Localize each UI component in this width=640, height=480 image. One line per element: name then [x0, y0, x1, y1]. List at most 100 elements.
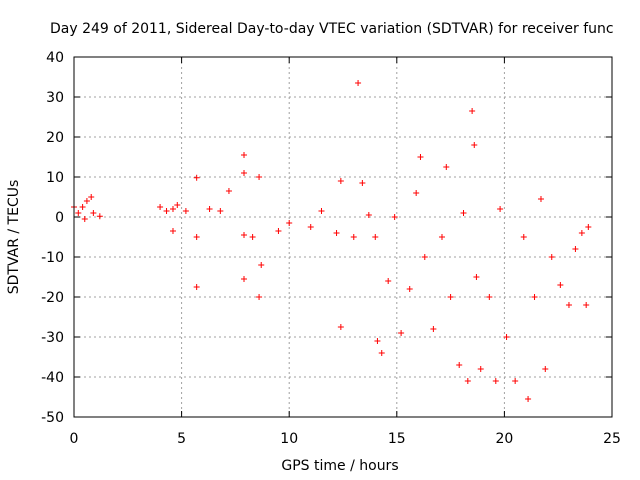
data-point	[460, 210, 467, 216]
data-point	[241, 170, 248, 176]
data-point	[193, 284, 200, 290]
x-tick-label: 5	[177, 431, 186, 447]
y-tick-label: -30	[41, 330, 64, 346]
data-point	[275, 228, 282, 234]
data-point	[258, 262, 265, 268]
data-point	[307, 224, 314, 230]
data-point	[157, 204, 164, 210]
y-tick-label: 40	[46, 50, 64, 66]
y-tick-label: 0	[55, 210, 64, 226]
x-tick-label: 10	[280, 431, 298, 447]
gridlines	[74, 57, 612, 417]
data-point	[365, 212, 372, 218]
data-point	[391, 214, 398, 220]
data-point	[241, 276, 248, 282]
data-point	[512, 378, 519, 384]
y-tick-label: 30	[46, 90, 64, 106]
data-point	[90, 210, 97, 216]
data-point	[96, 213, 103, 220]
data-point	[438, 234, 445, 240]
data-point	[421, 254, 428, 260]
data-point	[256, 294, 263, 300]
data-point	[225, 188, 232, 194]
data-point	[174, 202, 181, 208]
data-point	[520, 234, 527, 240]
plot-frame	[73, 56, 613, 418]
data-point	[398, 330, 405, 336]
data-point	[256, 174, 263, 180]
data-point	[163, 208, 170, 214]
x-tick-label: 20	[495, 431, 513, 447]
data-point	[193, 234, 200, 240]
data-point	[318, 208, 325, 214]
data-point	[557, 282, 564, 288]
data-point	[182, 208, 189, 214]
chart-title: Day 249 of 2011, Sidereal Day-to-day VTE…	[50, 21, 614, 37]
x-tick-label: 25	[603, 431, 621, 447]
data-point	[333, 230, 340, 236]
y-tick-label: -10	[41, 250, 64, 266]
data-point	[473, 274, 480, 280]
data-point	[169, 228, 176, 234]
y-tick-label: 20	[46, 130, 64, 146]
data-point	[542, 366, 549, 372]
data-point	[374, 338, 381, 344]
data-point	[88, 194, 95, 200]
y-axis-label: SDTVAR / TECUs	[6, 180, 22, 295]
data-point	[337, 324, 344, 330]
data-point	[531, 294, 538, 300]
data-point	[486, 294, 493, 300]
data-point	[75, 210, 82, 216]
data-point	[81, 216, 88, 222]
y-tick-label: -50	[41, 410, 64, 426]
data-point	[443, 164, 450, 170]
tick-labels: 0 5 10 15 20 25 -50 -40 -30 -20 -10 0 10 20 30 40	[41, 50, 621, 447]
x-tick-label: 15	[388, 431, 406, 447]
data-point	[430, 326, 437, 332]
data-point	[217, 208, 224, 214]
data-point	[359, 180, 366, 186]
data-point	[355, 80, 362, 86]
data-point	[503, 334, 510, 340]
data-point	[378, 350, 385, 356]
data-point	[497, 206, 504, 212]
data-point	[492, 378, 499, 384]
data-points	[71, 80, 592, 402]
data-point	[464, 378, 471, 384]
data-point	[337, 178, 344, 184]
axis-ticks	[73, 56, 613, 418]
data-point	[286, 220, 293, 226]
y-tick-label: -20	[41, 290, 64, 306]
data-point	[578, 230, 585, 236]
data-point	[525, 396, 532, 402]
data-point	[456, 362, 463, 368]
data-point	[447, 294, 454, 300]
data-point	[83, 198, 90, 204]
data-point	[537, 196, 544, 202]
data-point	[350, 234, 357, 240]
data-point	[477, 366, 484, 372]
data-point	[585, 224, 592, 230]
x-tick-label: 0	[70, 431, 79, 447]
data-point	[385, 278, 392, 284]
data-point	[79, 204, 86, 210]
data-point	[572, 246, 579, 252]
data-point	[413, 190, 420, 196]
data-point	[372, 234, 379, 240]
data-point	[241, 152, 248, 158]
y-tick-label: 10	[46, 170, 64, 186]
data-point	[417, 154, 424, 160]
data-point	[471, 142, 478, 148]
data-point	[249, 234, 256, 240]
data-point	[169, 206, 176, 212]
y-tick-label: -40	[41, 370, 64, 386]
data-point	[583, 302, 590, 308]
data-point	[206, 206, 213, 212]
data-point	[548, 254, 555, 260]
data-point	[406, 286, 413, 292]
data-point	[469, 108, 476, 114]
data-point	[241, 232, 248, 238]
data-point	[565, 302, 572, 308]
x-axis-label: GPS time / hours	[281, 458, 398, 474]
